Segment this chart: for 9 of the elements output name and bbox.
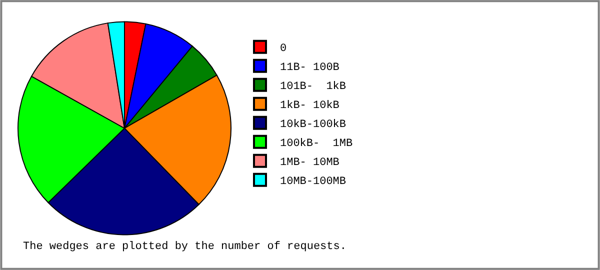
legend-label: 100kB- 1MB — [280, 138, 354, 150]
legend-label: 101B- 1kB — [280, 81, 346, 94]
text: The wedges are plotted by the number of requests. — [23, 241, 346, 253]
legend-label: 0 — [280, 43, 287, 56]
legend-label: 11B- 100B — [280, 62, 340, 74]
legend-label: 1kB- 10kB — [280, 100, 340, 112]
legend-label: 10kB-100kB — [280, 119, 346, 132]
legend-label: 1MB- 10MB — [280, 157, 340, 170]
legend-label: 10MB-100MB — [280, 176, 346, 188]
